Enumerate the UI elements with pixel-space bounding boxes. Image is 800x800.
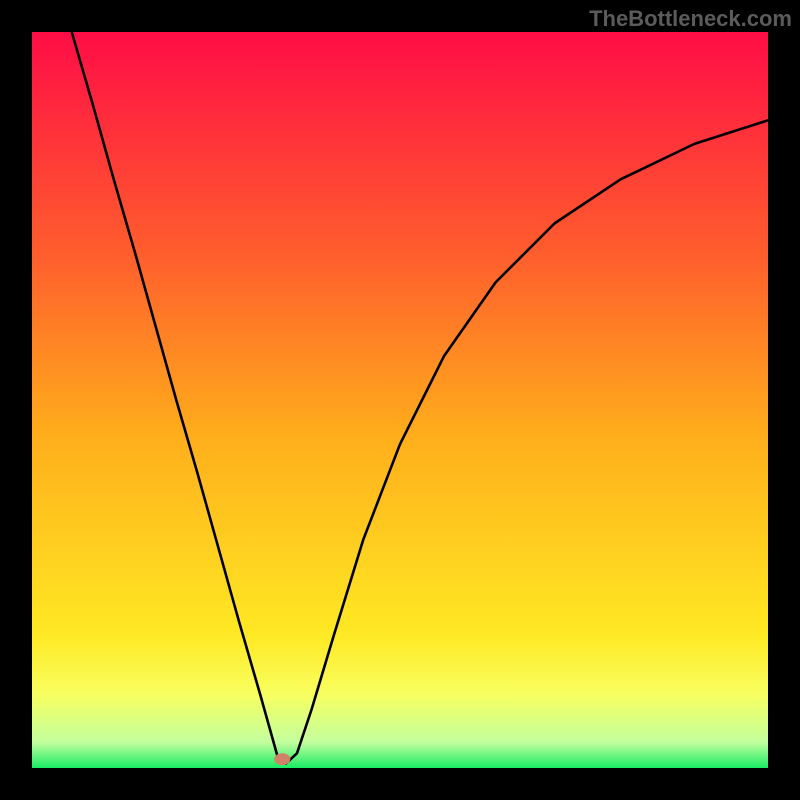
optimal-point-marker: [274, 753, 290, 765]
plot-area: [32, 32, 768, 768]
watermark-text: TheBottleneck.com: [589, 6, 792, 32]
curve-layer: [32, 32, 768, 768]
bottleneck-curve: [72, 32, 768, 764]
bottleneck-chart: TheBottleneck.com: [0, 0, 800, 800]
